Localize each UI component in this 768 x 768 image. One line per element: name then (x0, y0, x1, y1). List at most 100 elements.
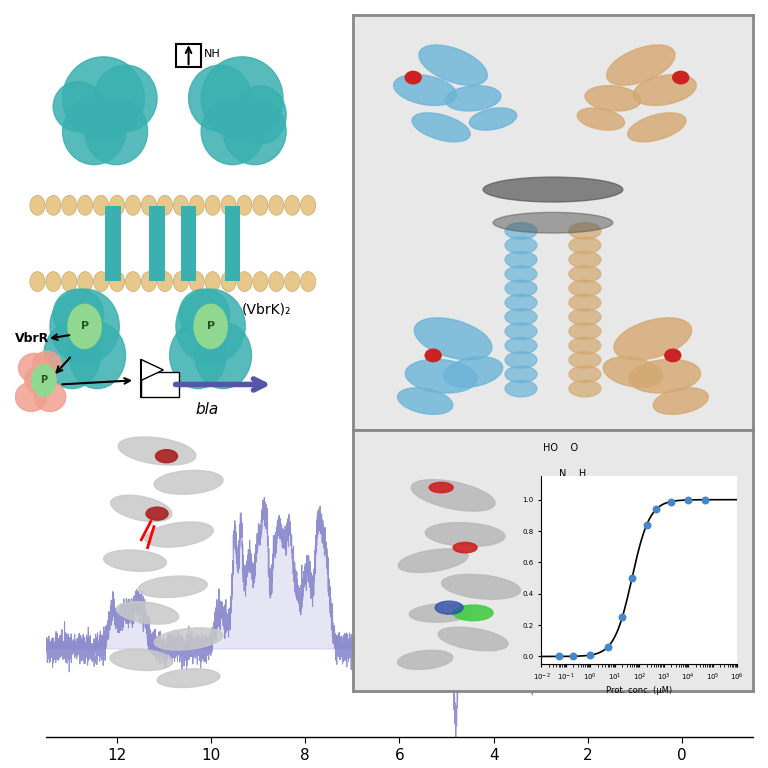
Circle shape (221, 195, 236, 215)
Ellipse shape (603, 357, 663, 387)
Ellipse shape (398, 650, 453, 670)
Circle shape (141, 195, 157, 215)
Point (601, 641, 614, 654)
Ellipse shape (585, 86, 641, 111)
Circle shape (253, 272, 268, 292)
Text: bla: bla (196, 402, 219, 417)
Circle shape (237, 195, 252, 215)
Text: O    OH: O OH (544, 521, 578, 531)
Point (682, 494, 694, 506)
Circle shape (31, 364, 56, 397)
Ellipse shape (569, 309, 601, 326)
Circle shape (269, 195, 284, 215)
Ellipse shape (425, 522, 505, 547)
Circle shape (110, 195, 124, 215)
Ellipse shape (627, 113, 686, 142)
Ellipse shape (138, 576, 207, 598)
Ellipse shape (195, 323, 252, 389)
Point (650, 503, 663, 515)
Circle shape (30, 272, 45, 292)
Text: N    H: N H (559, 469, 587, 479)
Ellipse shape (578, 108, 624, 130)
Ellipse shape (146, 507, 168, 520)
Ellipse shape (398, 388, 453, 414)
Ellipse shape (569, 294, 601, 311)
Ellipse shape (665, 349, 680, 362)
Ellipse shape (505, 294, 537, 311)
Circle shape (30, 195, 45, 215)
Circle shape (157, 195, 172, 215)
X-axis label: Prot. conc. (μM): Prot. conc. (μM) (606, 686, 673, 695)
Ellipse shape (435, 601, 463, 614)
Ellipse shape (607, 45, 675, 85)
Ellipse shape (35, 382, 66, 412)
Ellipse shape (179, 289, 230, 339)
Point (584, 649, 597, 661)
Bar (176, 45, 201, 68)
Ellipse shape (223, 98, 286, 164)
Point (567, 650, 579, 663)
Circle shape (285, 272, 300, 292)
Bar (149, 206, 165, 281)
Text: VbrR: VbrR (15, 333, 50, 346)
Ellipse shape (84, 98, 147, 164)
Circle shape (189, 195, 204, 215)
Ellipse shape (569, 223, 601, 240)
Circle shape (141, 272, 157, 292)
Ellipse shape (483, 177, 623, 202)
Ellipse shape (453, 542, 477, 553)
Ellipse shape (50, 289, 119, 364)
Point (616, 611, 628, 624)
Ellipse shape (44, 323, 101, 389)
Ellipse shape (409, 604, 473, 622)
Circle shape (205, 195, 220, 215)
Text: NH: NH (204, 49, 221, 59)
Circle shape (46, 195, 61, 215)
Point (626, 572, 638, 584)
Ellipse shape (673, 71, 689, 84)
Ellipse shape (154, 470, 223, 495)
Ellipse shape (236, 86, 286, 144)
Ellipse shape (569, 251, 601, 268)
Point (700, 494, 712, 506)
Ellipse shape (442, 574, 521, 599)
Text: H    S: H S (560, 495, 586, 505)
Ellipse shape (104, 550, 167, 571)
Circle shape (78, 272, 93, 292)
Ellipse shape (117, 601, 179, 624)
Circle shape (61, 272, 77, 292)
Bar (31, 214, 315, 273)
Ellipse shape (505, 237, 537, 253)
Ellipse shape (505, 366, 537, 382)
Ellipse shape (406, 71, 421, 84)
Ellipse shape (170, 323, 227, 389)
Bar (180, 206, 197, 281)
Ellipse shape (398, 549, 468, 572)
Ellipse shape (62, 98, 125, 164)
Point (641, 518, 653, 531)
Ellipse shape (614, 318, 692, 360)
Ellipse shape (94, 65, 157, 131)
Ellipse shape (505, 337, 537, 354)
Ellipse shape (505, 352, 537, 368)
Ellipse shape (406, 359, 477, 393)
Point (665, 495, 677, 508)
Ellipse shape (110, 649, 173, 670)
Bar (141, 372, 179, 397)
Ellipse shape (425, 349, 441, 362)
Ellipse shape (629, 359, 700, 393)
Ellipse shape (569, 237, 601, 253)
Ellipse shape (569, 337, 601, 354)
Ellipse shape (505, 309, 537, 326)
Bar (105, 206, 121, 281)
Circle shape (174, 195, 188, 215)
Ellipse shape (25, 366, 56, 395)
Circle shape (68, 303, 102, 349)
Ellipse shape (33, 351, 61, 376)
Point (552, 650, 564, 663)
Text: P: P (207, 321, 214, 332)
Ellipse shape (53, 289, 104, 339)
Circle shape (269, 272, 284, 292)
Ellipse shape (634, 74, 697, 105)
Ellipse shape (569, 352, 601, 368)
